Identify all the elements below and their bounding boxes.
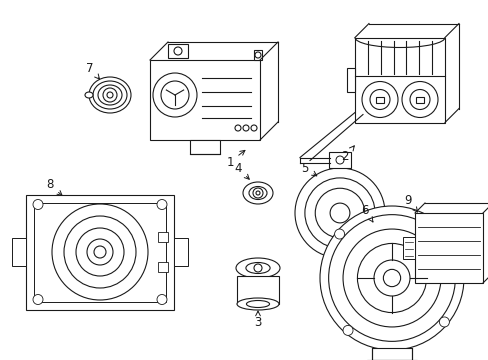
- Bar: [150, 60, 260, 140]
- Circle shape: [161, 81, 189, 109]
- Circle shape: [342, 325, 352, 336]
- Circle shape: [103, 88, 117, 102]
- Bar: [415, 96, 423, 103]
- Bar: [174, 238, 187, 266]
- Circle shape: [64, 216, 136, 288]
- Ellipse shape: [237, 298, 279, 310]
- Text: 5: 5: [301, 162, 316, 176]
- Bar: [26, 194, 174, 310]
- Circle shape: [294, 168, 384, 258]
- Circle shape: [253, 264, 262, 272]
- Bar: [328, 152, 350, 168]
- Circle shape: [250, 125, 257, 131]
- Circle shape: [94, 246, 106, 258]
- Text: 8: 8: [46, 179, 62, 195]
- Bar: [158, 232, 168, 242]
- Bar: [375, 96, 383, 103]
- Bar: [158, 262, 168, 272]
- Bar: [237, 276, 279, 304]
- Circle shape: [256, 191, 260, 195]
- Circle shape: [107, 92, 113, 98]
- Bar: [12, 238, 26, 266]
- Circle shape: [174, 47, 182, 55]
- Circle shape: [87, 239, 113, 265]
- Text: 3: 3: [254, 311, 261, 328]
- Circle shape: [328, 215, 454, 341]
- Bar: [253, 50, 262, 60]
- Ellipse shape: [245, 262, 269, 274]
- Circle shape: [430, 221, 440, 231]
- Ellipse shape: [98, 85, 122, 105]
- Circle shape: [329, 203, 349, 223]
- Circle shape: [373, 260, 409, 296]
- Bar: [190, 140, 220, 154]
- Circle shape: [361, 81, 397, 117]
- Circle shape: [409, 90, 429, 109]
- Circle shape: [439, 317, 448, 327]
- Ellipse shape: [89, 77, 131, 113]
- Ellipse shape: [246, 301, 269, 307]
- Text: 7: 7: [86, 62, 99, 79]
- Bar: [371, 348, 411, 360]
- Bar: [168, 44, 187, 58]
- Ellipse shape: [236, 258, 280, 278]
- Circle shape: [319, 206, 463, 350]
- Ellipse shape: [85, 92, 93, 98]
- Circle shape: [401, 81, 437, 117]
- Bar: [402, 237, 414, 259]
- Circle shape: [33, 294, 43, 305]
- Circle shape: [76, 228, 124, 276]
- Circle shape: [357, 243, 426, 312]
- Text: 1: 1: [226, 150, 244, 168]
- Ellipse shape: [93, 81, 127, 109]
- Circle shape: [157, 294, 167, 305]
- Circle shape: [335, 156, 343, 164]
- Circle shape: [254, 52, 261, 58]
- Circle shape: [383, 269, 400, 287]
- Ellipse shape: [248, 186, 266, 199]
- Text: 4: 4: [234, 162, 249, 179]
- Text: 6: 6: [361, 203, 372, 222]
- Bar: [414, 213, 482, 283]
- Bar: [34, 202, 165, 302]
- Circle shape: [243, 125, 248, 131]
- Circle shape: [33, 199, 43, 210]
- Circle shape: [153, 73, 197, 117]
- Circle shape: [252, 188, 263, 198]
- Ellipse shape: [243, 182, 272, 204]
- Bar: [354, 37, 444, 122]
- Circle shape: [334, 229, 344, 239]
- Text: 2: 2: [341, 146, 354, 163]
- Circle shape: [343, 229, 440, 327]
- Circle shape: [157, 199, 167, 210]
- Circle shape: [315, 188, 364, 238]
- Circle shape: [369, 90, 389, 109]
- Circle shape: [235, 125, 241, 131]
- Bar: [346, 68, 354, 92]
- Circle shape: [305, 178, 374, 248]
- Text: 9: 9: [404, 194, 417, 212]
- Circle shape: [52, 204, 148, 300]
